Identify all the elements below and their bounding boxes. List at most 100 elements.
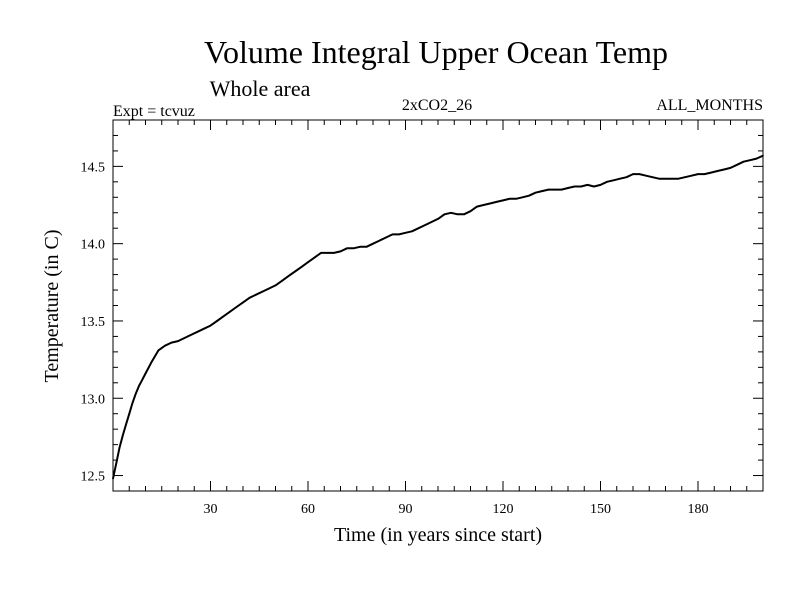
data-point xyxy=(645,174,647,177)
y-tick-label: 12.5 xyxy=(81,470,106,485)
data-point xyxy=(703,173,706,175)
data-point xyxy=(450,212,452,214)
data-point xyxy=(170,341,173,344)
data-point xyxy=(391,233,394,236)
x-axis-tick-labels: 30 60 90 120 150 180 xyxy=(204,502,709,517)
data-point xyxy=(684,176,686,178)
data-point xyxy=(619,177,621,180)
data-point xyxy=(710,171,712,174)
x-tick-label: 120 xyxy=(493,502,514,517)
data-point xyxy=(294,270,296,273)
data-point xyxy=(365,246,368,248)
data-point xyxy=(346,247,348,250)
data-point xyxy=(638,173,641,175)
data-point xyxy=(229,310,231,313)
data-point xyxy=(528,194,530,197)
data-point xyxy=(128,412,131,415)
data-point xyxy=(476,205,478,208)
period-label: ALL_MONTHS xyxy=(656,97,763,114)
data-point xyxy=(554,188,556,191)
data-point xyxy=(456,213,459,216)
data-point xyxy=(593,185,595,188)
data-point xyxy=(671,177,673,180)
data-point xyxy=(320,252,322,254)
data-point xyxy=(573,185,576,188)
data-point xyxy=(664,177,667,180)
data-point xyxy=(430,221,433,223)
data-point xyxy=(339,250,342,253)
data-point xyxy=(755,157,758,160)
data-point xyxy=(372,242,374,245)
data-point xyxy=(482,204,485,206)
data-point xyxy=(658,177,660,180)
data-point xyxy=(424,224,426,226)
data-point xyxy=(508,198,511,200)
data-point xyxy=(122,434,124,437)
data-point xyxy=(385,236,387,239)
data-point xyxy=(118,446,121,449)
data-point xyxy=(489,202,491,205)
data-point xyxy=(677,177,680,180)
data-point xyxy=(333,252,335,254)
data-point xyxy=(216,320,218,322)
data-point xyxy=(697,173,699,175)
x-tick-label: 180 xyxy=(688,502,709,517)
data-point xyxy=(651,176,654,178)
x-axis-label: Time (in years since start) xyxy=(334,524,542,546)
data-point xyxy=(307,261,309,264)
data-point xyxy=(515,198,517,200)
chart-subtitle: Whole area xyxy=(210,76,311,101)
data-point xyxy=(300,266,303,268)
data-point xyxy=(313,256,316,259)
data-point xyxy=(281,280,283,282)
data-point xyxy=(567,187,569,189)
data-point xyxy=(261,290,264,293)
data-point xyxy=(690,174,693,177)
data-point xyxy=(378,239,381,242)
data-point xyxy=(141,378,144,381)
data-point xyxy=(235,306,238,308)
data-point xyxy=(144,372,147,375)
data-point xyxy=(222,315,225,318)
data-point xyxy=(287,275,290,277)
y-axis-tick-labels: 12.5 13.0 13.5 14.0 14.5 xyxy=(81,160,106,484)
data-point xyxy=(242,301,244,304)
data-point xyxy=(203,327,205,330)
x-tick-label: 60 xyxy=(301,502,315,517)
experiment-label: Expt = tcvuz xyxy=(113,103,195,120)
data-point xyxy=(469,210,472,212)
plot-frame xyxy=(112,119,764,492)
y-tick-label: 14.0 xyxy=(81,238,106,253)
data-point xyxy=(274,284,277,287)
y-tick-label: 14.5 xyxy=(81,160,106,175)
data-point xyxy=(352,247,355,250)
data-point xyxy=(255,293,257,296)
data-point xyxy=(547,188,550,191)
data-point xyxy=(762,154,764,157)
data-point xyxy=(463,213,465,216)
x-tick-label: 150 xyxy=(590,502,611,517)
data-point xyxy=(534,191,537,194)
data-point xyxy=(580,185,582,188)
run-label: 2xCO2_26 xyxy=(402,97,472,114)
data-point xyxy=(190,334,192,336)
x-tick-label: 30 xyxy=(204,502,218,517)
data-point xyxy=(157,349,160,352)
data-point xyxy=(437,218,439,220)
data-point xyxy=(177,340,179,342)
data-point xyxy=(560,188,563,191)
data-point xyxy=(151,360,153,363)
data-point xyxy=(196,331,199,333)
data-point xyxy=(359,246,361,248)
data-point xyxy=(411,230,413,233)
y-tick-label: 13.0 xyxy=(81,392,106,407)
data-point xyxy=(248,297,251,299)
data-point xyxy=(183,337,186,339)
data-point xyxy=(541,190,543,192)
data-point xyxy=(632,173,634,175)
data-point xyxy=(443,213,446,216)
data-point xyxy=(268,287,270,290)
data-point xyxy=(417,227,420,229)
data-point xyxy=(209,324,212,327)
